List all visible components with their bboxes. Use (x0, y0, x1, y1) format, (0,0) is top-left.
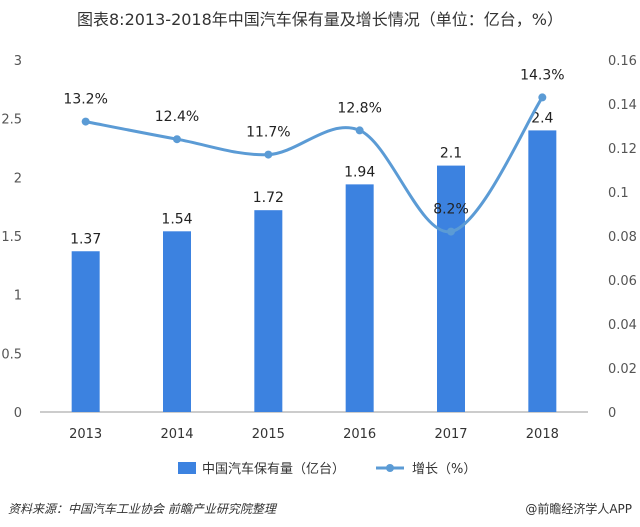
legend-label-bar: 中国汽车保有量（亿台） (202, 461, 345, 477)
bar-data-label: 2.1 (440, 146, 462, 162)
growth-point (81, 117, 90, 126)
growth-point (355, 126, 364, 135)
legend-swatch-bar (178, 462, 196, 474)
growth-data-label: 14.3% (520, 67, 564, 83)
bar-data-label: 2.4 (531, 110, 553, 126)
bar-data-label: 1.37 (70, 231, 101, 247)
chart-title: 图表8:2013-2018年中国汽车保有量及增长情况（单位：亿台，%） (77, 10, 563, 29)
x-tick-label: 2014 (160, 427, 193, 442)
legend-swatch-marker (386, 464, 394, 472)
bar (437, 165, 465, 412)
y-right-tick-label: 0.04 (608, 318, 637, 333)
y-right-tick-label: 0.06 (608, 274, 637, 289)
y-left-tick-label: 2.5 (1, 113, 22, 128)
y-right-tick-label: 0.12 (608, 142, 637, 157)
growth-data-label: 12.4% (155, 109, 199, 125)
bar (71, 251, 100, 412)
growth-data-label: 11.7% (246, 125, 290, 141)
y-left-tick-label: 2 (14, 171, 22, 186)
y-left-tick-label: 0.5 (1, 347, 22, 362)
growth-data-label: 8.2% (433, 202, 469, 218)
bar (345, 184, 374, 412)
source-note: 资料来源：中国汽车工业协会 前瞻产业研究院整理 (8, 502, 276, 516)
y-right-tick-label: 0.14 (608, 98, 637, 113)
bar (528, 130, 557, 412)
x-tick-label: 2015 (252, 427, 285, 442)
bar-data-label: 1.72 (253, 190, 284, 206)
y-right-tick-label: 0.16 (608, 54, 637, 69)
x-tick-label: 2018 (526, 427, 559, 442)
x-tick-label: 2017 (434, 427, 467, 442)
growth-point (447, 227, 455, 236)
growth-point (173, 135, 181, 144)
y-right-tick-label: 0.08 (608, 230, 637, 245)
y-left-tick-label: 0 (14, 406, 22, 421)
y-left-tick-label: 1.5 (1, 230, 22, 245)
brand-credit: @前瞻经济学人APP (525, 502, 632, 516)
growth-data-label: 12.8% (337, 100, 381, 116)
y-left-tick-label: 3 (14, 54, 22, 69)
y-right-tick-label: 0 (608, 406, 616, 421)
y-right-tick-label: 0.1 (608, 186, 629, 201)
growth-point (264, 150, 273, 159)
x-tick-label: 2013 (69, 427, 102, 442)
bar-data-label: 1.54 (161, 211, 192, 227)
bar-data-label: 1.94 (344, 164, 375, 180)
y-right-tick-label: 0.02 (608, 362, 637, 377)
y-left-tick-label: 1 (14, 289, 22, 304)
growth-point (538, 93, 547, 102)
bar (254, 210, 283, 412)
bar (163, 231, 191, 412)
legend-label-line: 增长（%） (412, 462, 476, 477)
growth-data-label: 13.2% (63, 92, 107, 108)
x-tick-label: 2016 (343, 427, 376, 442)
